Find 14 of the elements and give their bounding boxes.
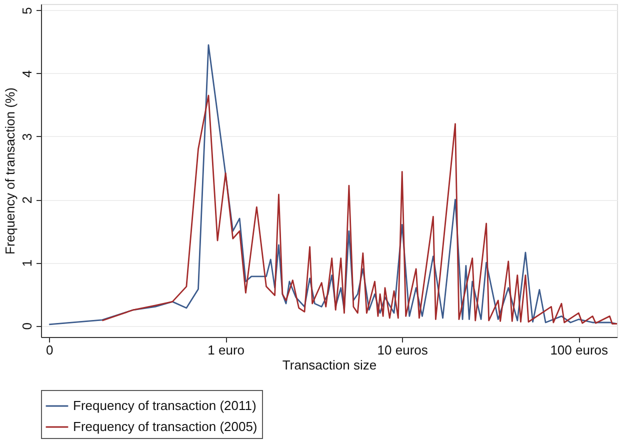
x-tick-label: 100 euros — [550, 342, 609, 358]
x-tick-label: 0 — [46, 342, 54, 358]
y-axis-title: Frequency of transaction (%) — [2, 88, 18, 254]
y-tick-label: 4 — [20, 70, 34, 78]
y-tick-label: 2 — [20, 196, 34, 204]
y-tick-label: 5 — [20, 7, 34, 14]
y-tick-label: 0 — [20, 322, 34, 330]
y-tick-label: 1 — [20, 259, 34, 267]
x-tick-label: 10 euros — [377, 342, 428, 358]
legend-label: Frequency of transaction (2011) — [73, 398, 256, 413]
legend-label: Frequency of transaction (2005) — [73, 419, 258, 434]
x-axis-title: Transaction size — [282, 358, 377, 372]
y-tick-label: 3 — [20, 133, 34, 141]
x-tick-label: 1 euro — [208, 342, 245, 358]
